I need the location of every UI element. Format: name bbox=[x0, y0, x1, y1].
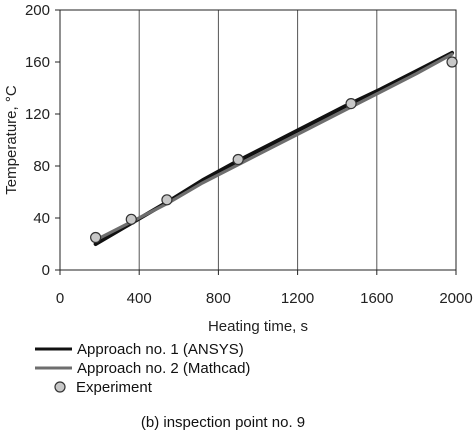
series-line-2 bbox=[94, 52, 454, 242]
experiment-point bbox=[90, 231, 102, 244]
experiment-point bbox=[125, 213, 137, 225]
legend-swatch-marker bbox=[54, 381, 66, 393]
y-tick-label: 120 bbox=[25, 106, 50, 123]
y-axis-title: Temperature, °C bbox=[3, 85, 20, 195]
series bbox=[90, 50, 458, 246]
y-tick-label: 0 bbox=[42, 262, 50, 279]
legend-label: Approach no. 2 (Mathcad) bbox=[77, 360, 250, 377]
x-tick-label: 1600 bbox=[360, 290, 393, 307]
experiment-point bbox=[446, 56, 458, 68]
x-tick-label: 2000 bbox=[439, 290, 472, 307]
grid bbox=[138, 10, 378, 270]
legend-label: Experiment bbox=[76, 379, 153, 396]
y-tick-label: 80 bbox=[33, 158, 50, 175]
x-tick-label: 800 bbox=[206, 290, 231, 307]
x-tick-label: 400 bbox=[127, 290, 152, 307]
figure-caption: (b) inspection point no. 9 bbox=[141, 414, 305, 431]
plot-frame bbox=[59, 9, 457, 271]
y-tick-label: 40 bbox=[33, 210, 50, 227]
x-tick-label: 0 bbox=[56, 290, 64, 307]
x-axis-title: Heating time, s bbox=[208, 318, 308, 335]
x-tick-label: 1200 bbox=[281, 290, 314, 307]
axis-ticks: 0 400 800 1200 1600 2000 0 40 80 120 160 200 bbox=[25, 2, 473, 307]
experiment-point bbox=[161, 194, 173, 206]
experiment-point bbox=[345, 97, 357, 110]
experiment-point bbox=[232, 153, 244, 166]
legend-label: Approach no. 1 (ANSYS) bbox=[77, 341, 244, 358]
y-tick-label: 200 bbox=[25, 2, 50, 19]
y-tick-label: 160 bbox=[25, 54, 50, 71]
legend: Approach no. 1 (ANSYS) Approach no. 2 (Ma… bbox=[35, 341, 250, 396]
